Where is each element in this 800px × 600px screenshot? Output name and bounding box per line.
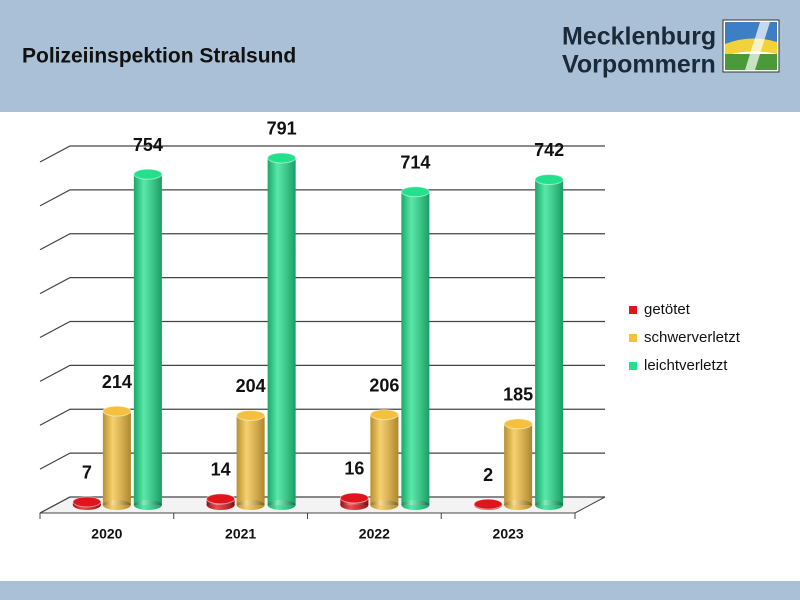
legend-swatch (629, 362, 637, 370)
bar-shade (401, 191, 430, 506)
legend-swatch (629, 334, 637, 342)
logo-text: Vorpommern (562, 51, 716, 79)
bar-cap (267, 152, 297, 164)
grid-line (39, 320, 605, 339)
bar-shade (267, 157, 296, 506)
legend-label: schwerverletzt (644, 329, 741, 346)
value-label: 754 (133, 135, 163, 155)
value-label: 2 (483, 465, 493, 485)
bar-cap (72, 496, 102, 508)
bar-cap (473, 498, 503, 510)
bar-shade (370, 414, 399, 505)
value-label: 185 (503, 385, 533, 405)
x-tick-label: 2020 (91, 526, 122, 542)
legend-label: leichtverletzt (644, 357, 728, 374)
slide-title: Polizeiinspektion Stralsund (22, 45, 296, 68)
grid-line (39, 145, 605, 163)
x-tick-label: 2021 (225, 526, 256, 542)
value-label: 16 (344, 459, 364, 479)
x-tick-label: 2023 (493, 526, 524, 542)
footer-band (0, 581, 800, 600)
legend-swatch (629, 306, 637, 314)
grid-line (39, 189, 605, 207)
bar-cap (102, 405, 132, 417)
bar-shade (236, 500, 265, 510)
legend-label: getötet (644, 301, 691, 318)
grid-line (39, 277, 605, 295)
bar-shade (236, 415, 265, 505)
header-band (0, 0, 800, 112)
bar-shade (504, 500, 533, 510)
value-label: 204 (236, 376, 266, 396)
bar-cap (206, 493, 236, 505)
bar-shade (535, 500, 564, 510)
value-label: 742 (534, 140, 564, 160)
bar-shade (504, 423, 533, 505)
value-label: 214 (102, 372, 132, 392)
bar-cap (503, 418, 533, 430)
bar-cap (236, 409, 266, 421)
bar-cap (400, 186, 430, 198)
bar-shade (133, 174, 162, 505)
bar-shade (535, 179, 564, 505)
bar-cap (369, 409, 399, 421)
value-label: 791 (267, 119, 297, 139)
bar-cap (133, 168, 163, 180)
bar-shade (102, 500, 131, 510)
plot: 2020 7 214 754 2021 14 204 791 2022 16 206 714 2023 2… (39, 119, 741, 542)
bar-cap (339, 492, 369, 504)
bar-shade (133, 500, 162, 510)
value-label: 206 (369, 375, 399, 395)
value-label: 714 (400, 152, 430, 172)
bar-cap (534, 173, 564, 185)
bar-shade (370, 500, 399, 510)
logo-image (722, 19, 780, 73)
bar-shade (401, 500, 430, 510)
x-tick-label: 2022 (359, 526, 390, 542)
logo-text: Mecklenburg (562, 23, 716, 51)
bar-shade (102, 411, 131, 505)
grid-line (39, 233, 605, 251)
bar-shade (267, 500, 296, 510)
value-label: 14 (211, 460, 231, 480)
value-label: 7 (82, 463, 92, 483)
